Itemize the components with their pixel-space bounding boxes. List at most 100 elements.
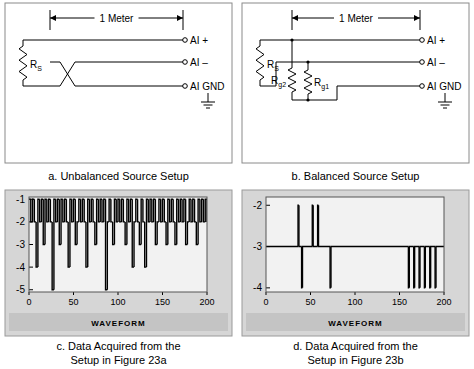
figure: RSAI +AI –AI GND1 Metera. Unbalanced Sou… [0, 0, 474, 369]
waveform-step [187, 222, 189, 245]
waveform-step [123, 199, 125, 222]
circuit-diagram: RS AI + AI – AI GND 1 Meter a. Unbalanced Sou… [5, 3, 232, 182]
chart: -2-3-4050100150200WAVEFORMd. Data Acquir… [242, 190, 469, 366]
x-tick-label: 100 [110, 297, 125, 307]
waveform-step [415, 247, 419, 288]
source-label: RS [30, 59, 42, 72]
waveform-step [299, 205, 302, 246]
waveform-step [34, 199, 36, 222]
ground-symbol [441, 105, 450, 106]
ground-symbol [204, 105, 213, 106]
y-tick-label: -3 [16, 239, 25, 250]
dimension-tick [292, 10, 293, 30]
xlabel-strip [246, 313, 465, 331]
terminal [420, 38, 425, 43]
source-label-main: R [267, 59, 274, 70]
waveform-step [77, 222, 79, 245]
y-tick [266, 287, 270, 288]
waveform-step [84, 199, 86, 222]
ground-symbol [438, 102, 452, 103]
terminal-label: AI – [190, 57, 208, 68]
y-tick [29, 267, 33, 268]
ground-resistor-label-main: R [271, 75, 278, 86]
terminal-label: AI GND [427, 81, 461, 92]
source-resistor [19, 46, 27, 80]
waveform-step [436, 247, 444, 288]
dimension-label-bg [95, 11, 139, 24]
terminal-label: AI + [427, 35, 445, 46]
wire-ai-gnd [50, 62, 183, 86]
waveform-step [66, 199, 68, 222]
ground-resistor [288, 68, 296, 92]
source-resistor [256, 46, 264, 80]
ground-symbol [201, 102, 215, 103]
x-axis-label: WAVEFORM [91, 319, 146, 328]
waveform-step [319, 205, 331, 246]
diagram-frame [242, 3, 469, 163]
waveform-step [420, 247, 424, 288]
y-tick-label: -4 [253, 282, 262, 293]
data-layer [266, 205, 444, 288]
dimension-arrow [50, 15, 56, 21]
wire-rg2 [292, 40, 293, 68]
y-tick [29, 244, 33, 245]
dimension-label: 1 Meter [100, 13, 135, 24]
plot-frame [29, 197, 207, 292]
source-label: RS [267, 59, 279, 72]
waveform-step [93, 199, 95, 222]
chart: -1-2-3-4-5050100150200WAVEFORMc. Data Ac… [5, 190, 232, 366]
dimension-tick [50, 10, 51, 30]
x-tick-label: 50 [68, 297, 78, 307]
waveform-step [425, 247, 429, 288]
wire-ai-plus [23, 40, 183, 46]
x-axis-label: WAVEFORM [328, 319, 383, 328]
terminal-label: AI GND [190, 81, 224, 92]
waveform-step [50, 199, 52, 222]
plot-area [29, 197, 207, 292]
waveform-step [134, 222, 136, 267]
x-tick-label: 150 [155, 297, 170, 307]
x-tick-label: 0 [263, 297, 268, 307]
y-tick [29, 289, 33, 290]
waveform-step [409, 247, 413, 288]
terminal-label: AI – [427, 57, 445, 68]
source-label-main: R [30, 59, 37, 70]
dimension-tick [183, 10, 184, 30]
ground-wire [445, 93, 446, 102]
y-tick-label: -2 [16, 216, 25, 227]
y-tick [266, 205, 270, 206]
junction [290, 38, 293, 41]
ground-resistor-label-main: R [314, 77, 321, 88]
wire-rg2 [292, 92, 293, 100]
x-tick-label: 100 [347, 297, 362, 307]
waveform-step [138, 199, 140, 222]
diagram-frame [5, 3, 232, 163]
junction [306, 60, 309, 63]
terminal [420, 84, 425, 89]
waveform-step [164, 199, 166, 222]
source-label-subscript: S [37, 65, 42, 72]
caption: a. Unbalanced Source Setup [48, 170, 189, 182]
y-tick-label: -3 [253, 241, 262, 252]
x-tick-label: 50 [305, 297, 315, 307]
caption: b. Balanced Source Setup [292, 170, 420, 182]
waveform-step [313, 205, 317, 246]
y-tick-label: -1 [16, 194, 25, 205]
ground-resistor-label: Rg1 [314, 77, 329, 91]
x-tick-label: 0 [26, 297, 31, 307]
caption: Setup in Figure 23a [70, 354, 167, 366]
source-label-subscript: S [274, 65, 279, 72]
wire-ai-minus [23, 62, 183, 86]
ground-resistor [304, 70, 312, 94]
ground-wire [208, 93, 209, 102]
plot-area [266, 197, 444, 292]
ground-resistor-label: Rg2 [271, 75, 286, 89]
y-tick-label: -5 [16, 284, 25, 295]
chart-panel [242, 190, 469, 336]
terminal-label: AI + [190, 35, 208, 46]
caption: c. Data Acquired from the [56, 340, 180, 352]
waveform-step [431, 247, 435, 288]
waveform-step [331, 247, 408, 288]
waveform-step [302, 247, 312, 288]
plot-frame [266, 197, 444, 292]
